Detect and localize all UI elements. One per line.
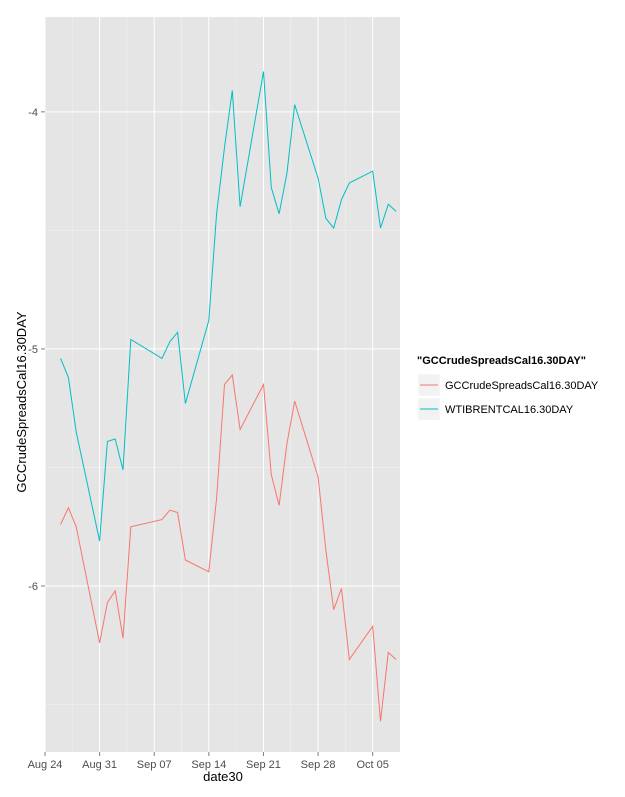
x-tick-label: Oct 05	[356, 759, 388, 771]
series-lines	[60, 71, 397, 722]
x-tick-label: Sep 21	[246, 759, 281, 771]
series-line-2	[60, 71, 397, 542]
legend-title: "GCCrudeSpreadsCal16.30DAY"	[417, 355, 586, 367]
x-tick-label: Aug 31	[82, 759, 117, 771]
series-line-1	[60, 373, 397, 722]
x-tick-label: Sep 07	[137, 759, 172, 771]
y-tick-label: -6	[28, 581, 38, 593]
x-tick-label: Aug 24	[28, 759, 63, 771]
legend: "GCCrudeSpreadsCal16.30DAY" GCCrudeSprea…	[417, 355, 599, 421]
legend-label: WTIBRENTCAL16.30DAY	[445, 404, 574, 416]
legend-label: GCCrudeSpreadsCal16.30DAY	[445, 380, 599, 392]
x-axis: Aug 24 Aug 31 Sep 07 Sep 14 Sep 21 Sep 28 Oct …	[28, 752, 389, 771]
y-axis: -4 -5 -6	[28, 107, 45, 593]
y-tick-label: -4	[28, 107, 38, 119]
plot-panel	[45, 17, 400, 752]
y-tick-label: -5	[28, 344, 38, 356]
x-tick-label: Sep 28	[301, 759, 336, 771]
x-tick-label: Sep 14	[191, 759, 226, 771]
y-axis-title: GCCrudeSpreadsCal16.30DAY	[14, 311, 29, 492]
x-axis-title: date30	[203, 769, 243, 784]
